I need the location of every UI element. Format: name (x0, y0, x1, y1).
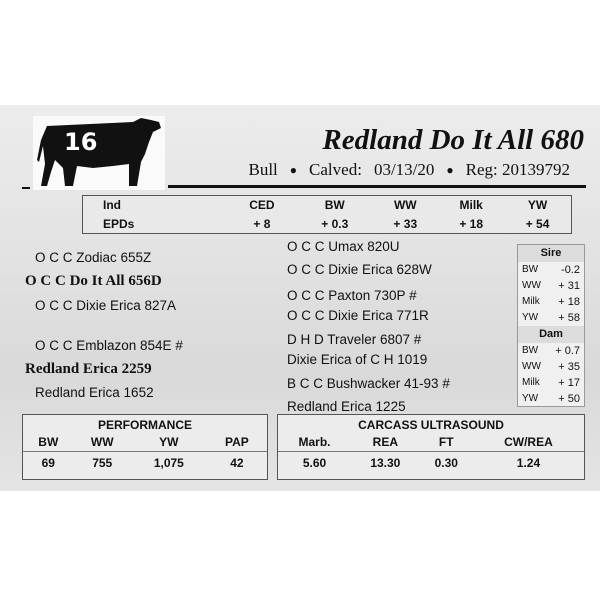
dam-heading: Dam (518, 326, 584, 343)
perf-value: 42 (206, 450, 267, 475)
epd-value: EPDs (103, 216, 135, 231)
perf-value: 69 (23, 450, 74, 475)
epd-value: + 35 (558, 361, 580, 373)
pedigree-ancestor: Redland Erica 1225 (287, 399, 406, 414)
pedigree-dam-dam: Redland Erica 1652 (35, 385, 154, 400)
dam-epd-row: YW + 50 (518, 391, 584, 407)
epd-header: Ind (103, 198, 121, 213)
bull-photo (33, 116, 165, 190)
divider (168, 185, 586, 188)
epd-label: WW (522, 361, 541, 372)
animal-info: Bull ● Calved: 03/13/20 ● Reg: 20139792 (249, 160, 571, 180)
epd-label: BW (522, 345, 539, 356)
dam-epd-row: Milk + 17 (518, 375, 584, 391)
epd-label: Milk (522, 377, 540, 388)
epd-value-row: EPDs + 8 + 0.3 + 33 + 18 + 54 (83, 215, 572, 234)
epd-header: YW (527, 198, 548, 213)
pedigree-sire-sire: O C C Zodiac 655Z (35, 250, 152, 265)
perf-value: 755 (73, 450, 131, 475)
epd-value: + 33 (393, 216, 418, 231)
sire-heading: Sire (518, 245, 584, 262)
epd-label: YW (522, 312, 539, 323)
epd-table: Ind CED BW WW Milk YW EPDs + 8 + 0.3 + 33 + 18 + 5… (82, 195, 572, 234)
epd-label: BW (522, 264, 539, 275)
animal-name: Redland Do It All 680 (322, 124, 584, 156)
pedigree-ancestor: O C C Umax 820U (287, 239, 400, 254)
carcass-value: 1.24 (472, 450, 584, 475)
epd-value: -0.2 (561, 264, 580, 276)
sire-epd-row: Milk + 18 (518, 294, 584, 310)
pedigree-sire: O C C Do It All 656D (25, 273, 162, 289)
reg-number: 20139792 (502, 160, 570, 179)
epd-value: + 8 (253, 216, 271, 231)
bull-silhouette-icon (37, 118, 161, 186)
calved-date: 03/13/20 (373, 160, 435, 179)
reg-label: Reg: (465, 160, 498, 179)
epd-label: YW (522, 393, 539, 404)
perf-header: YW (159, 434, 179, 449)
carcass-header: FT (438, 434, 454, 449)
pedigree-ancestor: Dixie Erica of C H 1019 (287, 352, 428, 367)
carcass-value: 0.30 (419, 450, 473, 475)
pedigree-ancestor: O C C Paxton 730P # (287, 288, 417, 303)
sire-epd-row: WW + 31 (518, 278, 584, 294)
carcass-value: 5.60 (278, 450, 352, 475)
pedigree-ancestor: B C C Bushwacker 41-93 # (287, 376, 450, 391)
epd-header: CED (249, 198, 275, 213)
perf-header: WW (90, 434, 114, 449)
perf-value: 1,075 (130, 450, 207, 475)
sire-dam-epd-box: Sire BW -0.2 WW + 31 Milk + 18 YW + 58 Dam B… (517, 244, 585, 407)
perf-header: BW (38, 434, 59, 449)
pedigree-sire-dam: O C C Dixie Erica 827A (35, 298, 177, 313)
epd-value: + 17 (558, 377, 580, 389)
epd-value: + 0.7 (555, 345, 580, 357)
carcass-value: 13.30 (351, 450, 420, 475)
sire-epd-row: BW -0.2 (518, 262, 584, 278)
epd-header: WW (393, 198, 417, 213)
pedigree-dam: Redland Erica 2259 (25, 361, 152, 377)
dam-epd-row: BW + 0.7 (518, 343, 584, 359)
carcass-box: CARCASS ULTRASOUND Marb. REA FT CW/REA 5.60… (277, 414, 585, 480)
epd-label: Milk (522, 296, 540, 307)
epd-value: + 58 (558, 312, 580, 324)
divider (22, 187, 30, 189)
bullet-icon: ● (289, 162, 298, 177)
pedigree-ancestor: O C C Dixie Erica 628W (287, 262, 432, 277)
pedigree-dam-sire: O C C Emblazon 854E # (35, 338, 183, 353)
epd-value: + 0.3 (321, 216, 349, 231)
sex: Bull (248, 160, 278, 179)
sire-epd-row: YW + 58 (518, 310, 584, 326)
epd-value: + 54 (525, 216, 550, 231)
pedigree-ancestor: O C C Dixie Erica 771R (287, 308, 429, 323)
epd-value: + 18 (558, 296, 580, 308)
carcass-header: CW/REA (504, 434, 553, 449)
pedigree-ancestor: D H D Traveler 6807 # (287, 332, 422, 347)
performance-box: PERFORMANCE BW WW YW PAP 69 755 1,075 42 (22, 414, 268, 480)
epd-value: + 50 (558, 393, 580, 405)
lot-number: 16 (64, 128, 98, 156)
carcass-header: Marb. (298, 434, 331, 449)
epd-label: WW (522, 280, 541, 291)
epd-value: + 31 (558, 280, 580, 292)
epd-header-row: Ind CED BW WW Milk YW (83, 196, 572, 215)
calved-label: Calved: (309, 160, 362, 179)
carcass-header: REA (372, 434, 398, 449)
dam-epd-row: WW + 35 (518, 359, 584, 375)
epd-header: Milk (459, 198, 483, 213)
epd-value: + 18 (459, 216, 484, 231)
epd-header: BW (324, 198, 345, 213)
performance-title: PERFORMANCE (97, 418, 192, 432)
perf-header: PAP (225, 434, 249, 449)
bullet-icon: ● (446, 162, 454, 177)
carcass-title: CARCASS ULTRASOUND (358, 418, 504, 432)
